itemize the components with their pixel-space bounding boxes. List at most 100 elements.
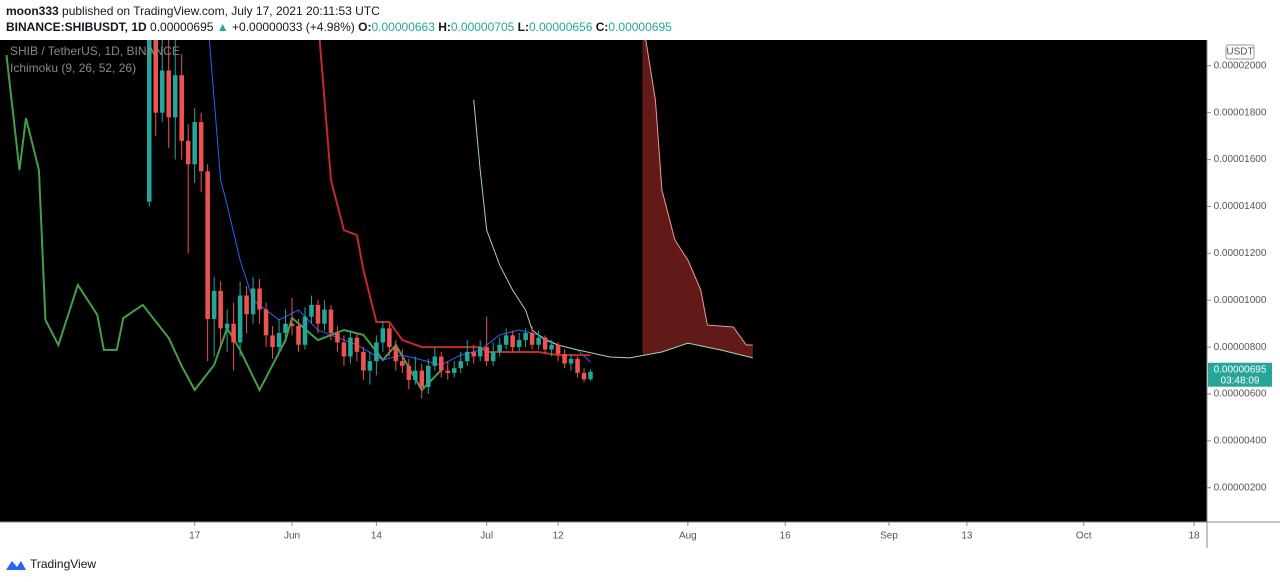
candle-body — [198, 122, 204, 172]
author[interactable]: moon333 — [6, 4, 59, 18]
candle-body — [426, 365, 431, 387]
candle-body — [393, 347, 399, 362]
candle-body — [562, 354, 567, 364]
candle-body — [419, 370, 425, 387]
y-tick-label: 0.00001600 — [1214, 154, 1267, 165]
candle-body — [464, 351, 470, 362]
candle-body — [484, 347, 489, 362]
y-tick-label: 0.00000600 — [1214, 389, 1267, 400]
candle-body — [153, 40, 159, 113]
candle-body — [361, 351, 366, 371]
candle-body — [536, 337, 541, 345]
candle-body — [205, 171, 210, 319]
candle-body — [237, 295, 243, 343]
candle-body — [296, 326, 301, 345]
x-tick-label: Oct — [1076, 531, 1092, 542]
candle-body — [302, 316, 308, 345]
candle-body — [289, 323, 295, 327]
indicator-line — [5, 54, 442, 393]
y-tick-label: 0.00000200 — [1214, 482, 1267, 493]
c-label: C: — [595, 20, 609, 34]
x-tick-label: 14 — [371, 531, 383, 542]
candle-body — [270, 335, 275, 348]
y-tick-label: 0.00000800 — [1214, 342, 1267, 353]
candle-body — [413, 370, 418, 380]
change-pct: (+4.98%) — [305, 20, 355, 34]
candle-body — [471, 351, 476, 357]
candle-body — [328, 309, 334, 334]
candle-body — [387, 328, 392, 348]
x-tick-label: 18 — [1188, 531, 1200, 542]
candle-body — [211, 290, 217, 319]
candle-body — [549, 344, 554, 350]
x-tick-label: 17 — [189, 531, 201, 542]
candle-body — [432, 356, 438, 366]
candle-body — [510, 335, 515, 348]
candle-body — [348, 337, 353, 357]
candle-body — [335, 333, 340, 343]
y-tick-label: 0.00001000 — [1214, 295, 1267, 306]
x-tick-label: 12 — [553, 531, 565, 542]
candle-body — [503, 335, 509, 345]
x-tick-label: Sep — [880, 531, 898, 542]
candle-body — [438, 356, 444, 371]
candle-body — [575, 358, 580, 373]
candle-body — [380, 328, 386, 343]
x-tick-label: Jul — [480, 531, 493, 542]
open-value: 0.00000663 — [371, 20, 435, 34]
candle-body — [516, 340, 522, 348]
candle-body — [263, 309, 269, 336]
candle-body — [374, 342, 379, 362]
cloud — [642, 40, 753, 358]
countdown: 03:48:09 — [1221, 375, 1260, 386]
candle-body — [309, 304, 314, 317]
arrow: ▲ — [216, 20, 229, 34]
candle-body — [341, 342, 347, 357]
o-label: O: — [358, 20, 372, 34]
candle-body — [192, 122, 197, 165]
candle-body — [250, 288, 256, 315]
currency-box[interactable] — [1225, 44, 1255, 60]
candle-body — [497, 344, 502, 352]
l-label: L: — [517, 20, 529, 34]
last-price: 0.00000695 — [150, 20, 214, 34]
y-tick-label: 0.00001400 — [1214, 201, 1267, 212]
high-value: 0.00000705 — [450, 20, 515, 34]
candle-body — [568, 358, 574, 364]
candle-body — [367, 361, 373, 371]
currency: USDT — [1226, 47, 1253, 58]
x-tick-label: 16 — [780, 531, 792, 542]
footer-logo[interactable]: TradingView — [6, 557, 96, 571]
y-tick-label: 0.00002000 — [1214, 60, 1267, 71]
candle-body — [529, 333, 535, 345]
candle-body — [406, 365, 412, 380]
quote-line: BINANCE:SHIBUSDT, 1D 0.00000695 ▲ +0.000… — [6, 20, 672, 34]
candle-body — [231, 323, 236, 343]
change: +0.00000033 — [232, 20, 303, 34]
candle-body — [445, 370, 451, 373]
candle-body — [490, 351, 496, 362]
h-label: H: — [438, 20, 451, 34]
candle-body — [283, 323, 288, 334]
candle-body — [224, 323, 230, 329]
brand: TradingView — [30, 557, 96, 571]
candle-body — [542, 337, 548, 350]
x-tick-label: Aug — [679, 531, 697, 542]
price-axis — [1207, 40, 1280, 522]
indicator-line — [645, 40, 753, 346]
candle-body — [159, 70, 165, 113]
x-tick-label: 13 — [961, 531, 973, 542]
price-tag — [1208, 362, 1272, 387]
candle-body — [146, 40, 152, 202]
candle-body — [477, 347, 483, 357]
candle-body — [581, 372, 587, 380]
logo-icon — [6, 561, 26, 570]
candle-body — [257, 288, 262, 310]
symbol: BINANCE:SHIBUSDT, 1D — [6, 20, 147, 34]
candle-body — [179, 75, 184, 141]
candle-body — [458, 361, 464, 369]
candle-body — [244, 295, 249, 315]
candle-body — [588, 371, 593, 380]
